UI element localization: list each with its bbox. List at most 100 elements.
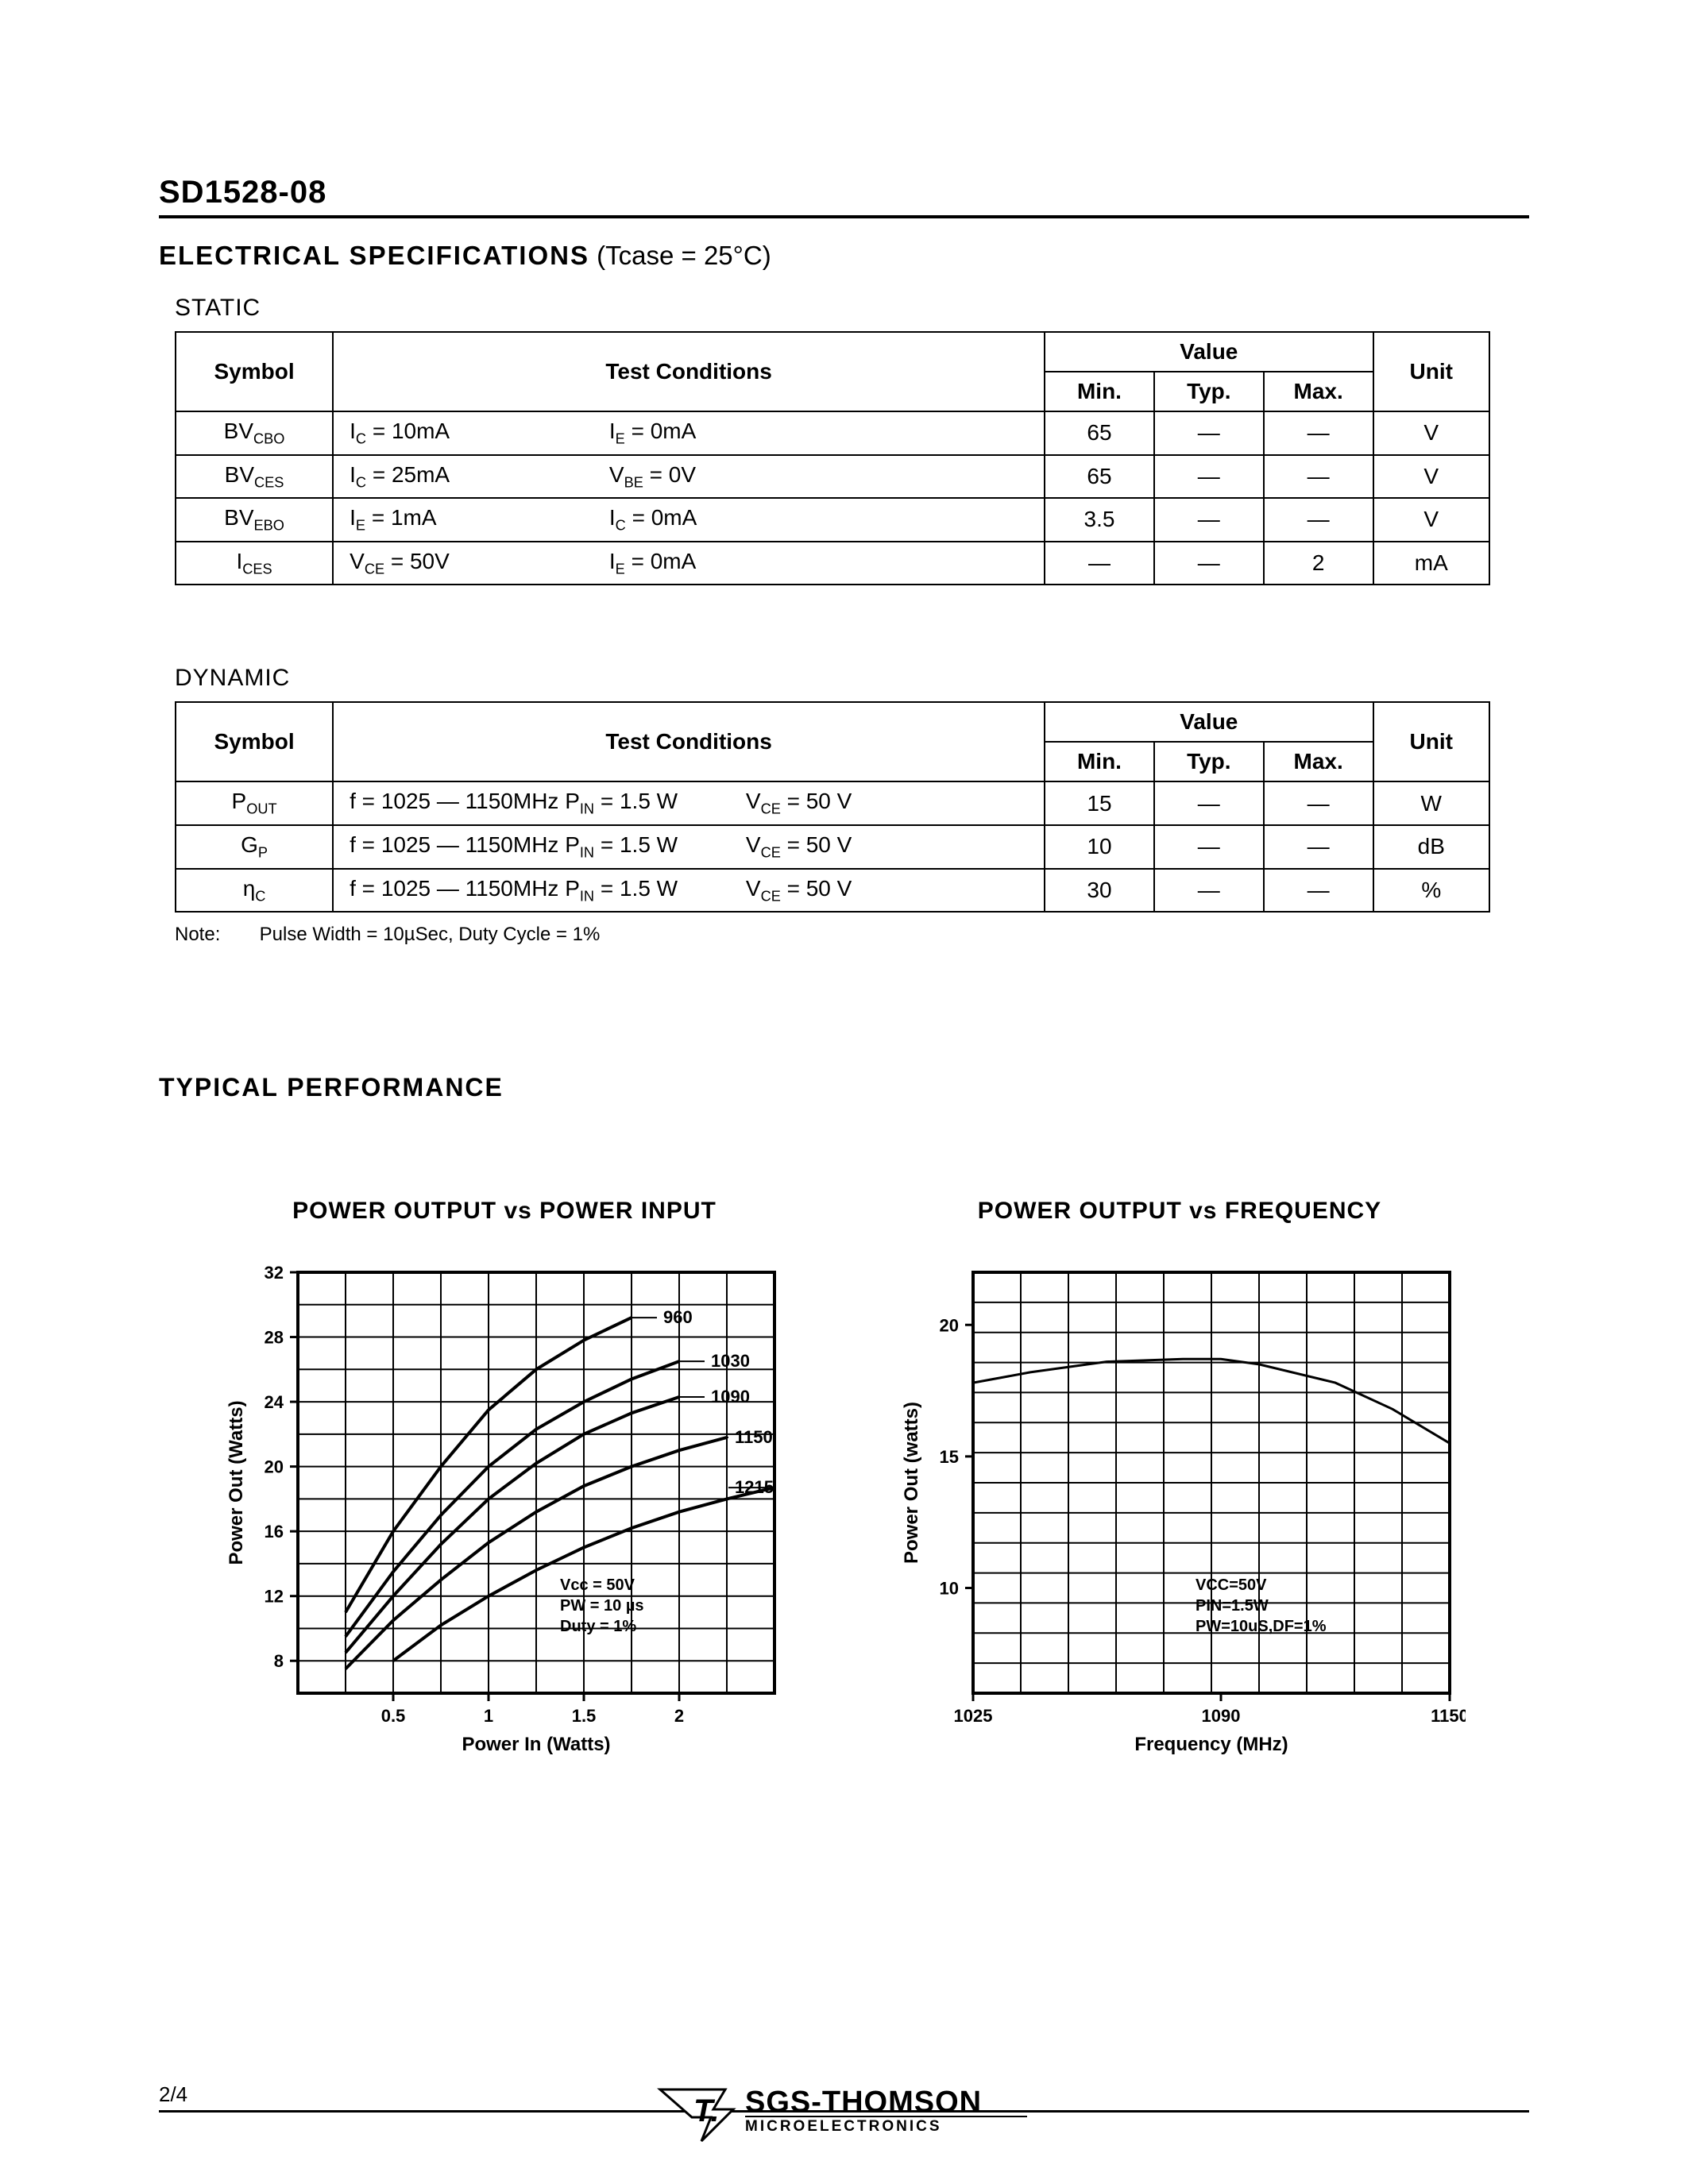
max-cell: —: [1264, 455, 1373, 499]
svg-text:1025: 1025: [954, 1706, 993, 1726]
section-title-cond: (Tcase = 25°C): [589, 241, 771, 270]
table-row: BVCESIC = 25mAVBE = 0V65——V: [176, 455, 1489, 499]
symbol-cell: BVCES: [176, 455, 333, 499]
svg-text:PW=10uS,DF=1%: PW=10uS,DF=1%: [1196, 1618, 1327, 1635]
typ-cell: —: [1154, 781, 1264, 825]
min-cell: 65: [1045, 411, 1154, 455]
symbol-cell: ICES: [176, 542, 333, 585]
col-min: Min.: [1045, 742, 1154, 781]
table-row: ICESVCE = 50VIE = 0mA——2mA: [176, 542, 1489, 585]
col-unit: Unit: [1373, 702, 1489, 781]
max-cell: 2: [1264, 542, 1373, 585]
table-row: GPf = 1025 — 1150MHz PIN = 1.5 WVCE = 50…: [176, 825, 1489, 869]
typ-cell: —: [1154, 542, 1264, 585]
table-row: POUTf = 1025 — 1150MHz PIN = 1.5 WVCE = …: [176, 781, 1489, 825]
svg-text:PIN=1.5W: PIN=1.5W: [1196, 1597, 1269, 1615]
svg-text:16: 16: [265, 1522, 284, 1542]
svg-text:24: 24: [265, 1392, 284, 1412]
unit-cell: %: [1373, 869, 1489, 913]
svg-text:960: 960: [663, 1307, 693, 1327]
min-cell: 65: [1045, 455, 1154, 499]
part-number: SD1528-08: [159, 175, 1529, 210]
table-row: ηCf = 1025 — 1150MHz PIN = 1.5 WVCE = 50…: [176, 869, 1489, 913]
typ-cell: —: [1154, 869, 1264, 913]
svg-text:SGS-THOMSON: SGS-THOMSON: [745, 2086, 982, 2119]
unit-cell: V: [1373, 498, 1489, 542]
min-cell: 10: [1045, 825, 1154, 869]
col-symbol: Symbol: [176, 702, 333, 781]
title-rule: [159, 215, 1529, 218]
svg-text:20: 20: [265, 1457, 284, 1477]
svg-text:1215: 1215: [735, 1477, 774, 1497]
symbol-cell: GP: [176, 825, 333, 869]
max-cell: —: [1264, 781, 1373, 825]
static-table: Symbol Test Conditions Value Unit Min. T…: [175, 331, 1490, 585]
svg-text:1.5: 1.5: [572, 1706, 597, 1726]
col-test-conditions: Test Conditions: [333, 702, 1045, 781]
table-row: BVCBOIC = 10mAIE = 0mA65——V: [176, 411, 1489, 455]
conditions-cell: f = 1025 — 1150MHz PIN = 1.5 WVCE = 50 V: [333, 869, 1045, 913]
col-unit: Unit: [1373, 332, 1489, 411]
svg-text:0.5: 0.5: [381, 1706, 406, 1726]
col-value: Value: [1045, 332, 1373, 372]
col-value: Value: [1045, 702, 1373, 742]
svg-text:Duty = 1%: Duty = 1%: [560, 1618, 636, 1635]
page-number: 2/4: [159, 2082, 187, 2107]
unit-cell: V: [1373, 411, 1489, 455]
symbol-cell: BVCBO: [176, 411, 333, 455]
svg-text:PW = 10 µs: PW = 10 µs: [560, 1597, 643, 1615]
table-row: BVEBOIE = 1mAIC = 0mA3.5——V: [176, 498, 1489, 542]
min-cell: 30: [1045, 869, 1154, 913]
symbol-cell: POUT: [176, 781, 333, 825]
svg-text:T.: T.: [693, 2093, 720, 2128]
svg-text:10: 10: [940, 1579, 959, 1599]
typ-cell: —: [1154, 498, 1264, 542]
svg-text:Power Out (Watts): Power Out (Watts): [226, 1401, 247, 1565]
unit-cell: mA: [1373, 542, 1489, 585]
svg-text:Vcc = 50V: Vcc = 50V: [560, 1576, 635, 1594]
note-text: Pulse Width = 10µSec, Duty Cycle = 1%: [260, 924, 601, 945]
charts-row: POWER OUTPUT vs POWER INPUT 0.5 1 1.5 28 121…: [191, 1198, 1529, 1765]
svg-text:1090: 1090: [711, 1387, 750, 1406]
svg-text:8: 8: [274, 1651, 284, 1671]
min-cell: 15: [1045, 781, 1154, 825]
static-label: STATIC: [175, 295, 1529, 322]
conditions-cell: IC = 25mAVBE = 0V: [333, 455, 1045, 499]
col-max: Max.: [1264, 372, 1373, 411]
conditions-cell: IE = 1mAIC = 0mA: [333, 498, 1045, 542]
max-cell: —: [1264, 869, 1373, 913]
max-cell: —: [1264, 825, 1373, 869]
svg-text:1150: 1150: [735, 1427, 773, 1447]
conditions-cell: IC = 10mAIE = 0mA: [333, 411, 1045, 455]
max-cell: —: [1264, 498, 1373, 542]
svg-text:Frequency (MHz): Frequency (MHz): [1134, 1734, 1288, 1755]
svg-text:1: 1: [484, 1706, 493, 1726]
col-max: Max.: [1264, 742, 1373, 781]
conditions-cell: f = 1025 — 1150MHz PIN = 1.5 WVCE = 50 V: [333, 825, 1045, 869]
col-typ: Typ.: [1154, 372, 1264, 411]
chart1-title: POWER OUTPUT vs POWER INPUT: [191, 1198, 818, 1225]
typ-cell: —: [1154, 455, 1264, 499]
section-title-bold: ELECTRICAL SPECIFICATIONS: [159, 241, 589, 270]
svg-text:1150: 1150: [1431, 1706, 1466, 1726]
chart2-svg: 102510901150101520Frequency (MHz)Power O…: [894, 1256, 1466, 1765]
dynamic-label: DYNAMIC: [175, 665, 1529, 692]
conditions-cell: VCE = 50VIE = 0mA: [333, 542, 1045, 585]
conditions-cell: f = 1025 — 1150MHz PIN = 1.5 WVCE = 50 V: [333, 781, 1045, 825]
unit-cell: V: [1373, 455, 1489, 499]
logo: T. SGS-THOMSON MICROELECTRONICS: [654, 2074, 1035, 2149]
col-min: Min.: [1045, 372, 1154, 411]
chart2-title: POWER OUTPUT vs FREQUENCY: [866, 1198, 1493, 1225]
chart1-svg: 0.511.528121620242832Power In (Watts)Pow…: [218, 1256, 790, 1765]
svg-text:1090: 1090: [1202, 1706, 1241, 1726]
col-symbol: Symbol: [176, 332, 333, 411]
svg-text:28: 28: [265, 1328, 284, 1348]
svg-text:Power In (Watts): Power In (Watts): [462, 1734, 610, 1755]
note-label: Note:: [175, 924, 254, 946]
svg-text:VCC=50V: VCC=50V: [1196, 1576, 1267, 1594]
svg-text:MICROELECTRONICS: MICROELECTRONICS: [745, 2118, 942, 2135]
col-test-conditions: Test Conditions: [333, 332, 1045, 411]
col-typ: Typ.: [1154, 742, 1264, 781]
dynamic-table: Symbol Test Conditions Value Unit Min. T…: [175, 701, 1490, 913]
section-title: ELECTRICAL SPECIFICATIONS (Tcase = 25°C): [159, 241, 1529, 271]
